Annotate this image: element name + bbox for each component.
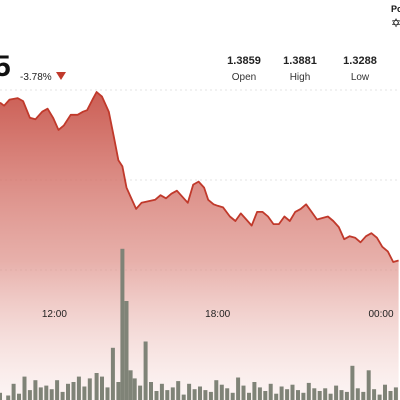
volume-bar bbox=[0, 392, 2, 400]
volume-bar bbox=[296, 390, 300, 400]
volume-bar bbox=[60, 391, 65, 400]
volume-bar bbox=[76, 376, 81, 400]
volume-bar bbox=[247, 392, 251, 400]
volume-bar bbox=[377, 394, 382, 400]
current-price: 5 bbox=[0, 50, 11, 83]
volume-bar bbox=[100, 376, 104, 400]
change-percent: -3.78% bbox=[20, 72, 52, 83]
price-area bbox=[0, 92, 399, 400]
x-axis-ticks: 12:00 18:00 00:00 bbox=[42, 309, 394, 320]
volume-bar bbox=[361, 391, 366, 400]
volume-bar bbox=[116, 382, 121, 400]
down-arrow-icon bbox=[56, 72, 66, 80]
volume-bar bbox=[82, 386, 87, 400]
volume-bar bbox=[49, 389, 54, 400]
low-value: 1.3288 bbox=[343, 55, 377, 67]
volume-bar bbox=[149, 382, 153, 400]
volume-bar bbox=[120, 248, 125, 400]
low-label: Low bbox=[350, 72, 370, 83]
volume-bar bbox=[355, 388, 360, 400]
volume-bar bbox=[170, 387, 175, 400]
volume-bar bbox=[198, 386, 202, 400]
volume-bar bbox=[236, 377, 241, 400]
volume-bar bbox=[132, 378, 137, 400]
stat-open: 1.3859 Open bbox=[214, 55, 274, 83]
volume-bar bbox=[192, 389, 197, 400]
volume-bar bbox=[105, 387, 110, 400]
volume-bar bbox=[87, 378, 92, 400]
volume-bar bbox=[274, 393, 279, 400]
volume-bar bbox=[263, 391, 268, 400]
high-label: High bbox=[289, 72, 311, 83]
volume-bar bbox=[124, 301, 129, 400]
volume-bar bbox=[143, 341, 148, 400]
volume-bar bbox=[187, 383, 192, 400]
open-value: 1.3859 bbox=[227, 55, 261, 67]
price-line bbox=[0, 91, 399, 263]
volume-bar bbox=[138, 385, 143, 400]
volume-bar bbox=[339, 390, 344, 400]
volume-bar bbox=[71, 382, 76, 400]
volume-bar bbox=[252, 382, 257, 400]
x-tick-label: 18:00 bbox=[205, 309, 230, 320]
volume-bar bbox=[230, 392, 235, 400]
volume-bar bbox=[38, 387, 43, 400]
volume-bar bbox=[344, 391, 349, 400]
volume-bar bbox=[225, 388, 230, 400]
volume-bar bbox=[11, 383, 16, 400]
volume-bar bbox=[208, 391, 213, 400]
volume-bar bbox=[55, 380, 60, 400]
stat-low: 1.3288 Low bbox=[330, 55, 390, 83]
volume-bar bbox=[323, 388, 328, 400]
volume-bar bbox=[159, 383, 164, 400]
stat-high: 1.3881 High bbox=[270, 55, 330, 83]
volume-bar bbox=[6, 395, 11, 400]
volume-bar bbox=[44, 385, 49, 400]
volume-bars bbox=[0, 248, 398, 400]
volume-bar bbox=[372, 389, 377, 400]
volume-bar bbox=[219, 384, 224, 400]
volume-bar bbox=[17, 393, 21, 400]
open-label: Open bbox=[231, 72, 257, 83]
volume-bar bbox=[214, 380, 219, 400]
volume-bar bbox=[312, 388, 317, 400]
volume-bar bbox=[110, 347, 115, 400]
volume-bar bbox=[176, 381, 181, 400]
high-value: 1.3881 bbox=[283, 55, 317, 67]
volume-bar bbox=[66, 383, 70, 400]
volume-bar bbox=[306, 382, 311, 400]
volume-bar bbox=[203, 390, 208, 400]
brand-logo-icon[interactable]: ✡ bbox=[391, 16, 400, 30]
volume-bar bbox=[317, 391, 322, 400]
volume-bar bbox=[94, 373, 99, 400]
volume-bar bbox=[241, 385, 246, 400]
volume-bar bbox=[22, 376, 27, 400]
powered-by-label: Po bbox=[391, 4, 400, 14]
volume-bar bbox=[181, 394, 186, 400]
x-tick-label: 12:00 bbox=[42, 309, 67, 320]
volume-bar bbox=[393, 387, 398, 400]
volume-bar bbox=[154, 391, 159, 400]
volume-bar bbox=[33, 380, 38, 400]
volume-bar bbox=[290, 384, 295, 400]
volume-bar bbox=[27, 390, 32, 400]
x-tick-label: 00:00 bbox=[368, 309, 393, 320]
volume-bar bbox=[257, 387, 262, 400]
volume-bar bbox=[388, 391, 393, 400]
volume-bar bbox=[279, 386, 284, 400]
volume-bar bbox=[128, 370, 133, 400]
volume-bar bbox=[366, 370, 371, 400]
volume-bar bbox=[301, 392, 306, 400]
volume-bar bbox=[350, 365, 355, 400]
volume-bar bbox=[285, 389, 290, 400]
volume-bar bbox=[165, 390, 170, 400]
volume-bar bbox=[383, 384, 387, 400]
volume-bar bbox=[268, 383, 273, 400]
volume-bar bbox=[334, 385, 339, 400]
volume-bar bbox=[328, 393, 333, 400]
